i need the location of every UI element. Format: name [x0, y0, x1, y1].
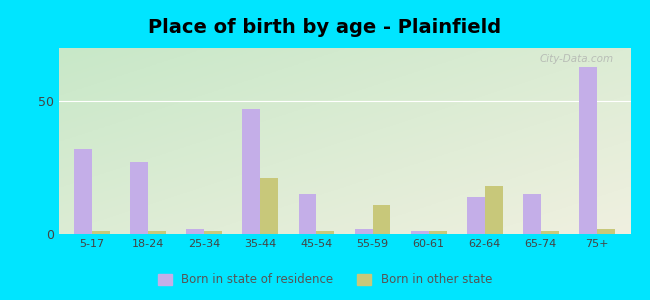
Bar	[541, 231, 559, 234]
Bar	[92, 231, 110, 234]
Bar	[242, 109, 261, 234]
Bar	[467, 197, 485, 234]
Bar	[523, 194, 541, 234]
Bar	[187, 229, 204, 234]
Text: City-Data.com: City-Data.com	[540, 54, 614, 64]
Bar	[317, 231, 334, 234]
Text: Place of birth by age - Plainfield: Place of birth by age - Plainfield	[148, 18, 502, 37]
Bar	[148, 231, 166, 234]
Bar	[130, 162, 148, 234]
Bar	[597, 229, 615, 234]
Legend: Born in state of residence, Born in other state: Born in state of residence, Born in othe…	[153, 269, 497, 291]
Bar	[74, 149, 92, 234]
Bar	[428, 231, 447, 234]
Bar	[298, 194, 317, 234]
Bar	[204, 231, 222, 234]
Bar	[355, 229, 372, 234]
Bar	[261, 178, 278, 234]
Bar	[579, 67, 597, 234]
Bar	[411, 231, 428, 234]
Bar	[372, 205, 391, 234]
Bar	[485, 186, 502, 234]
